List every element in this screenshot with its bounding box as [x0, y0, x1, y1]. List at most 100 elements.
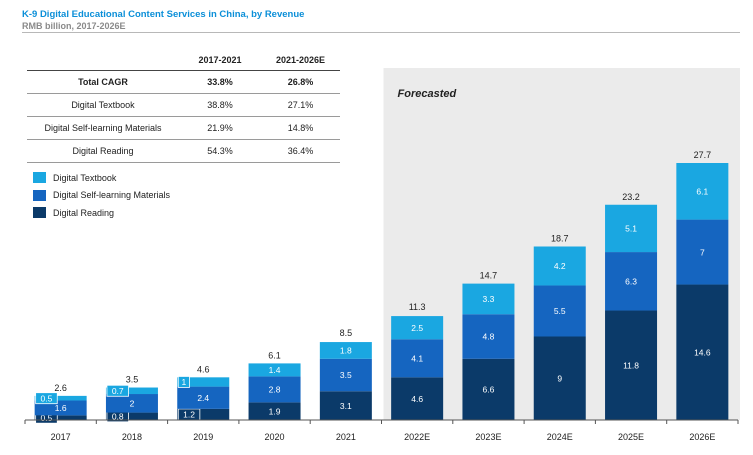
- bar-segment-textbook: [391, 316, 444, 340]
- x-axis-ticks: 2017 2018 2019 2020 2021 2022E 2023E 2024E 2025E…: [24, 420, 739, 442]
- bar-segment-self-learning: [34, 400, 87, 416]
- segment-value-label: 11.8: [623, 360, 639, 370]
- total-value-label: 4.6: [197, 364, 210, 374]
- legend-swatch-textbook: [33, 172, 46, 184]
- total-value-label: 18.7: [551, 234, 569, 244]
- cagr-value: 27.1%: [261, 93, 340, 117]
- total-value-label: 27.7: [694, 150, 712, 160]
- x-tick-label: 2017: [51, 432, 71, 442]
- bar-segment-textbook: [605, 204, 658, 253]
- legend-item-reading: Digital Reading: [33, 204, 170, 222]
- segment-value-label: 14.6: [694, 347, 711, 357]
- segment-value-label: 4.2: [554, 261, 566, 271]
- cagr-value: 21.9%: [179, 116, 261, 140]
- bar-segment-digital-reading: [533, 336, 586, 420]
- x-tick-label: 2020: [265, 432, 285, 442]
- segment-value-label: 6.1: [696, 186, 708, 196]
- segment-value-label: 6.3: [625, 276, 637, 286]
- header-divider: [22, 32, 740, 33]
- cagr-header-row: 2017-2021 2021-2026E: [27, 50, 340, 71]
- bar-segment-digital-reading: [676, 284, 729, 420]
- cagr-table: 2017-2021 2021-2026E Total CAGR 33.8% 26…: [27, 50, 340, 163]
- segment-value-label: 6.6: [483, 385, 495, 395]
- segment-value-label: 7: [700, 247, 705, 257]
- legend-label: Digital Textbook: [53, 172, 117, 183]
- chart-title: K-9 Digital Educational Content Services…: [22, 9, 305, 20]
- bar-segment-digital-reading: [177, 408, 230, 420]
- segment-value-label: 0.8: [112, 411, 124, 421]
- segment-value-label: 2.5: [411, 323, 423, 333]
- bar-segment-digital-reading: [34, 415, 87, 420]
- bar-segment-digital-reading: [248, 402, 301, 420]
- bar-segment-self-learning: [533, 285, 586, 337]
- bar-segment-self-learning: [177, 386, 230, 409]
- cagr-value: 14.8%: [261, 116, 340, 140]
- segment-value-label: 1.6: [55, 403, 67, 413]
- total-value-label: 2.6: [54, 383, 67, 393]
- bar-segment-self-learning: [462, 314, 515, 359]
- segment-label-box: [35, 392, 58, 405]
- total-value-label: 14.7: [480, 271, 498, 281]
- cagr-row-total: Total CAGR 33.8% 26.8%: [27, 70, 340, 94]
- segment-value-label: 4.8: [483, 332, 495, 342]
- bar-segment-textbook: [105, 387, 158, 395]
- x-tick-label: 2023E: [475, 432, 501, 442]
- legend-swatch-reading: [33, 207, 46, 219]
- segment-label-box: [177, 376, 190, 388]
- segment-value-label: 1.9: [269, 406, 281, 416]
- bar-segment-digital-reading: [462, 358, 515, 420]
- total-value-label: 23.2: [622, 192, 640, 202]
- chart-legend: Digital Textbook Digital Self-learning M…: [33, 169, 170, 222]
- chart-subtitle: RMB billion, 2017-2026E: [22, 21, 126, 31]
- segment-value-label: 4.1: [411, 354, 423, 364]
- segment-value-label: 3.5: [340, 370, 352, 380]
- bar-segment-textbook: [248, 363, 301, 377]
- segment-value-label: 3.3: [483, 294, 495, 304]
- cagr-row-textbook: Digital Textbook 38.8% 27.1%: [27, 93, 340, 117]
- bar-segment-textbook: [34, 395, 87, 401]
- legend-label: Digital Self-learning Materials: [53, 190, 171, 201]
- segment-value-label: 2.8: [269, 385, 281, 395]
- segment-value-label: 1: [181, 377, 186, 387]
- cagr-value: 54.3%: [179, 139, 261, 163]
- bar-segment-self-learning: [676, 219, 729, 285]
- x-tick-label: 2025E: [618, 432, 644, 442]
- x-tick-label: 2021: [336, 432, 356, 442]
- bar-segment-self-learning: [248, 376, 301, 403]
- total-value-label: 8.5: [340, 328, 353, 338]
- cagr-header-blank: [27, 50, 179, 71]
- segment-value-label: 0.7: [112, 386, 124, 396]
- legend-label: Digital Reading: [53, 207, 115, 218]
- cagr-row-label: Digital Self-learning Materials: [27, 116, 179, 140]
- bar-segment-digital-reading: [105, 412, 158, 420]
- x-tick-label: 2026E: [689, 432, 715, 442]
- bar-segment-textbook: [676, 163, 729, 220]
- total-value-label: 3.5: [126, 375, 139, 385]
- legend-item-textbook: Digital Textbook: [33, 169, 170, 187]
- segment-value-label: 2.4: [197, 393, 209, 403]
- bar-segment-textbook: [319, 342, 372, 359]
- cagr-value: 38.8%: [179, 93, 261, 117]
- x-tick-label: 2024E: [547, 432, 573, 442]
- segment-value-label: 2: [130, 398, 135, 408]
- bar-segment-self-learning: [105, 394, 158, 413]
- cagr-row-label: Digital Reading: [27, 139, 179, 163]
- segment-value-label: 1.4: [269, 365, 281, 375]
- segment-value-label: 4.6: [411, 394, 423, 404]
- cagr-row-label: Digital Textbook: [27, 93, 179, 117]
- bar-segment-digital-reading: [605, 310, 658, 420]
- segment-value-label: 5.1: [625, 224, 637, 234]
- segment-value-label: 1.8: [340, 346, 352, 356]
- cagr-value: 26.8%: [261, 70, 340, 94]
- segment-value-label: 5.5: [554, 306, 566, 316]
- bar-segment-textbook: [533, 246, 586, 286]
- cagr-row-reading: Digital Reading 54.3% 36.4%: [27, 139, 340, 163]
- legend-item-self-learning: Digital Self-learning Materials: [33, 187, 170, 205]
- segment-value-label: 3.1: [340, 401, 352, 411]
- bar-segment-digital-reading: [391, 377, 444, 420]
- bar-segment-textbook: [177, 377, 230, 387]
- cagr-header-2021-2026e: 2021-2026E: [275, 55, 326, 65]
- cagr-row-label: Total CAGR: [27, 70, 179, 94]
- cagr-value: 33.8%: [179, 70, 261, 94]
- forecast-label: Forecasted: [398, 88, 457, 100]
